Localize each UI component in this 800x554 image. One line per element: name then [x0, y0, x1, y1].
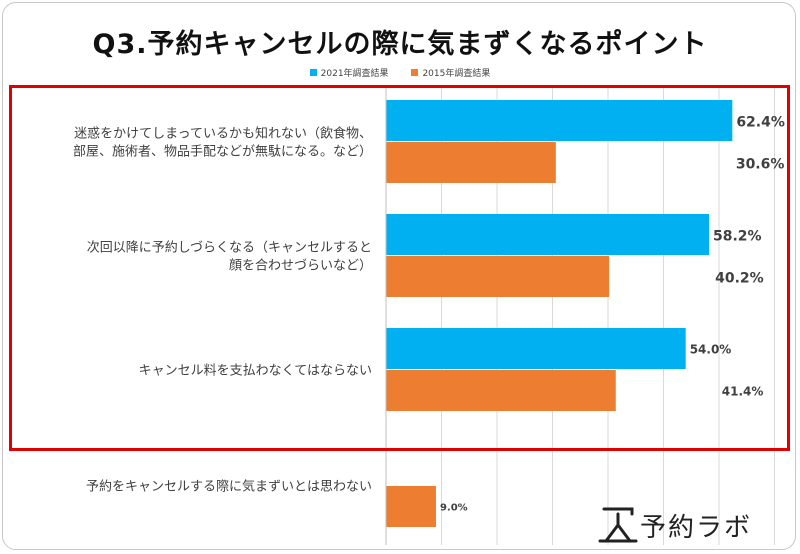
- legend-swatch-2015: [411, 69, 419, 76]
- legend-swatch-2021: [309, 69, 317, 76]
- category-label: キャンセル料を支払わなくてはならない: [139, 364, 372, 379]
- category-label: 迷惑をかけてしまっているかも知れない（飲食物、部屋、施術者、物品手配などが無駄に…: [73, 126, 372, 160]
- value-label-2021: 58.2%: [713, 229, 762, 245]
- category-label-line: 予約をキャンセルする際に気まずいとは思わない: [86, 479, 372, 495]
- legend-item-2015: 2015年調査結果: [411, 66, 490, 79]
- legend-label-2015: 2015年調査結果: [422, 69, 491, 79]
- category-label-line: キャンセル料を支払わなくてはならない: [139, 364, 372, 379]
- value-label-2021: 54.0%: [690, 343, 732, 357]
- bar-2021: [386, 214, 710, 255]
- value-label-2015: 41.4%: [722, 385, 764, 399]
- category-label-line: 迷惑をかけてしまっているかも知れない（飲食物、: [74, 126, 372, 142]
- legend-label-2021: 2021年調査結果: [320, 69, 389, 79]
- bar-2021: [386, 100, 733, 141]
- value-label-2015: 30.6%: [736, 157, 785, 173]
- category-label-line: 次回以降に予約しづらくなる（キャンセルすると: [87, 240, 372, 256]
- logo-icon: [598, 507, 638, 543]
- bar-2015: [386, 256, 610, 297]
- legend: 2021年調査結果 2015年調査結果: [0, 66, 800, 79]
- bar-2015: [386, 486, 436, 527]
- category-label-line: 部屋、施術者、物品手配などが無駄になる。など）: [73, 145, 372, 160]
- category-label: 次回以降に予約しづらくなる（キャンセルすると顔を合わせづらいなど）: [87, 240, 372, 274]
- legend-item-2021: 2021年調査結果: [309, 66, 389, 79]
- category-label-line: 顔を合わせづらいなど）: [229, 259, 372, 274]
- value-label-2015: 9.0%: [440, 503, 468, 514]
- bar-2015: [386, 142, 556, 183]
- logo-text: 予約ラボ: [640, 513, 753, 543]
- bar-2021: [386, 328, 686, 369]
- value-label-2021: 62.4%: [736, 115, 785, 131]
- bar-2015: [386, 370, 616, 411]
- value-label-2015: 40.2%: [715, 271, 764, 287]
- category-label: 予約をキャンセルする際に気まずいとは思わない: [86, 479, 372, 495]
- chart-title: Q3.予約キャンセルの際に気まずくなるポイント: [92, 29, 708, 60]
